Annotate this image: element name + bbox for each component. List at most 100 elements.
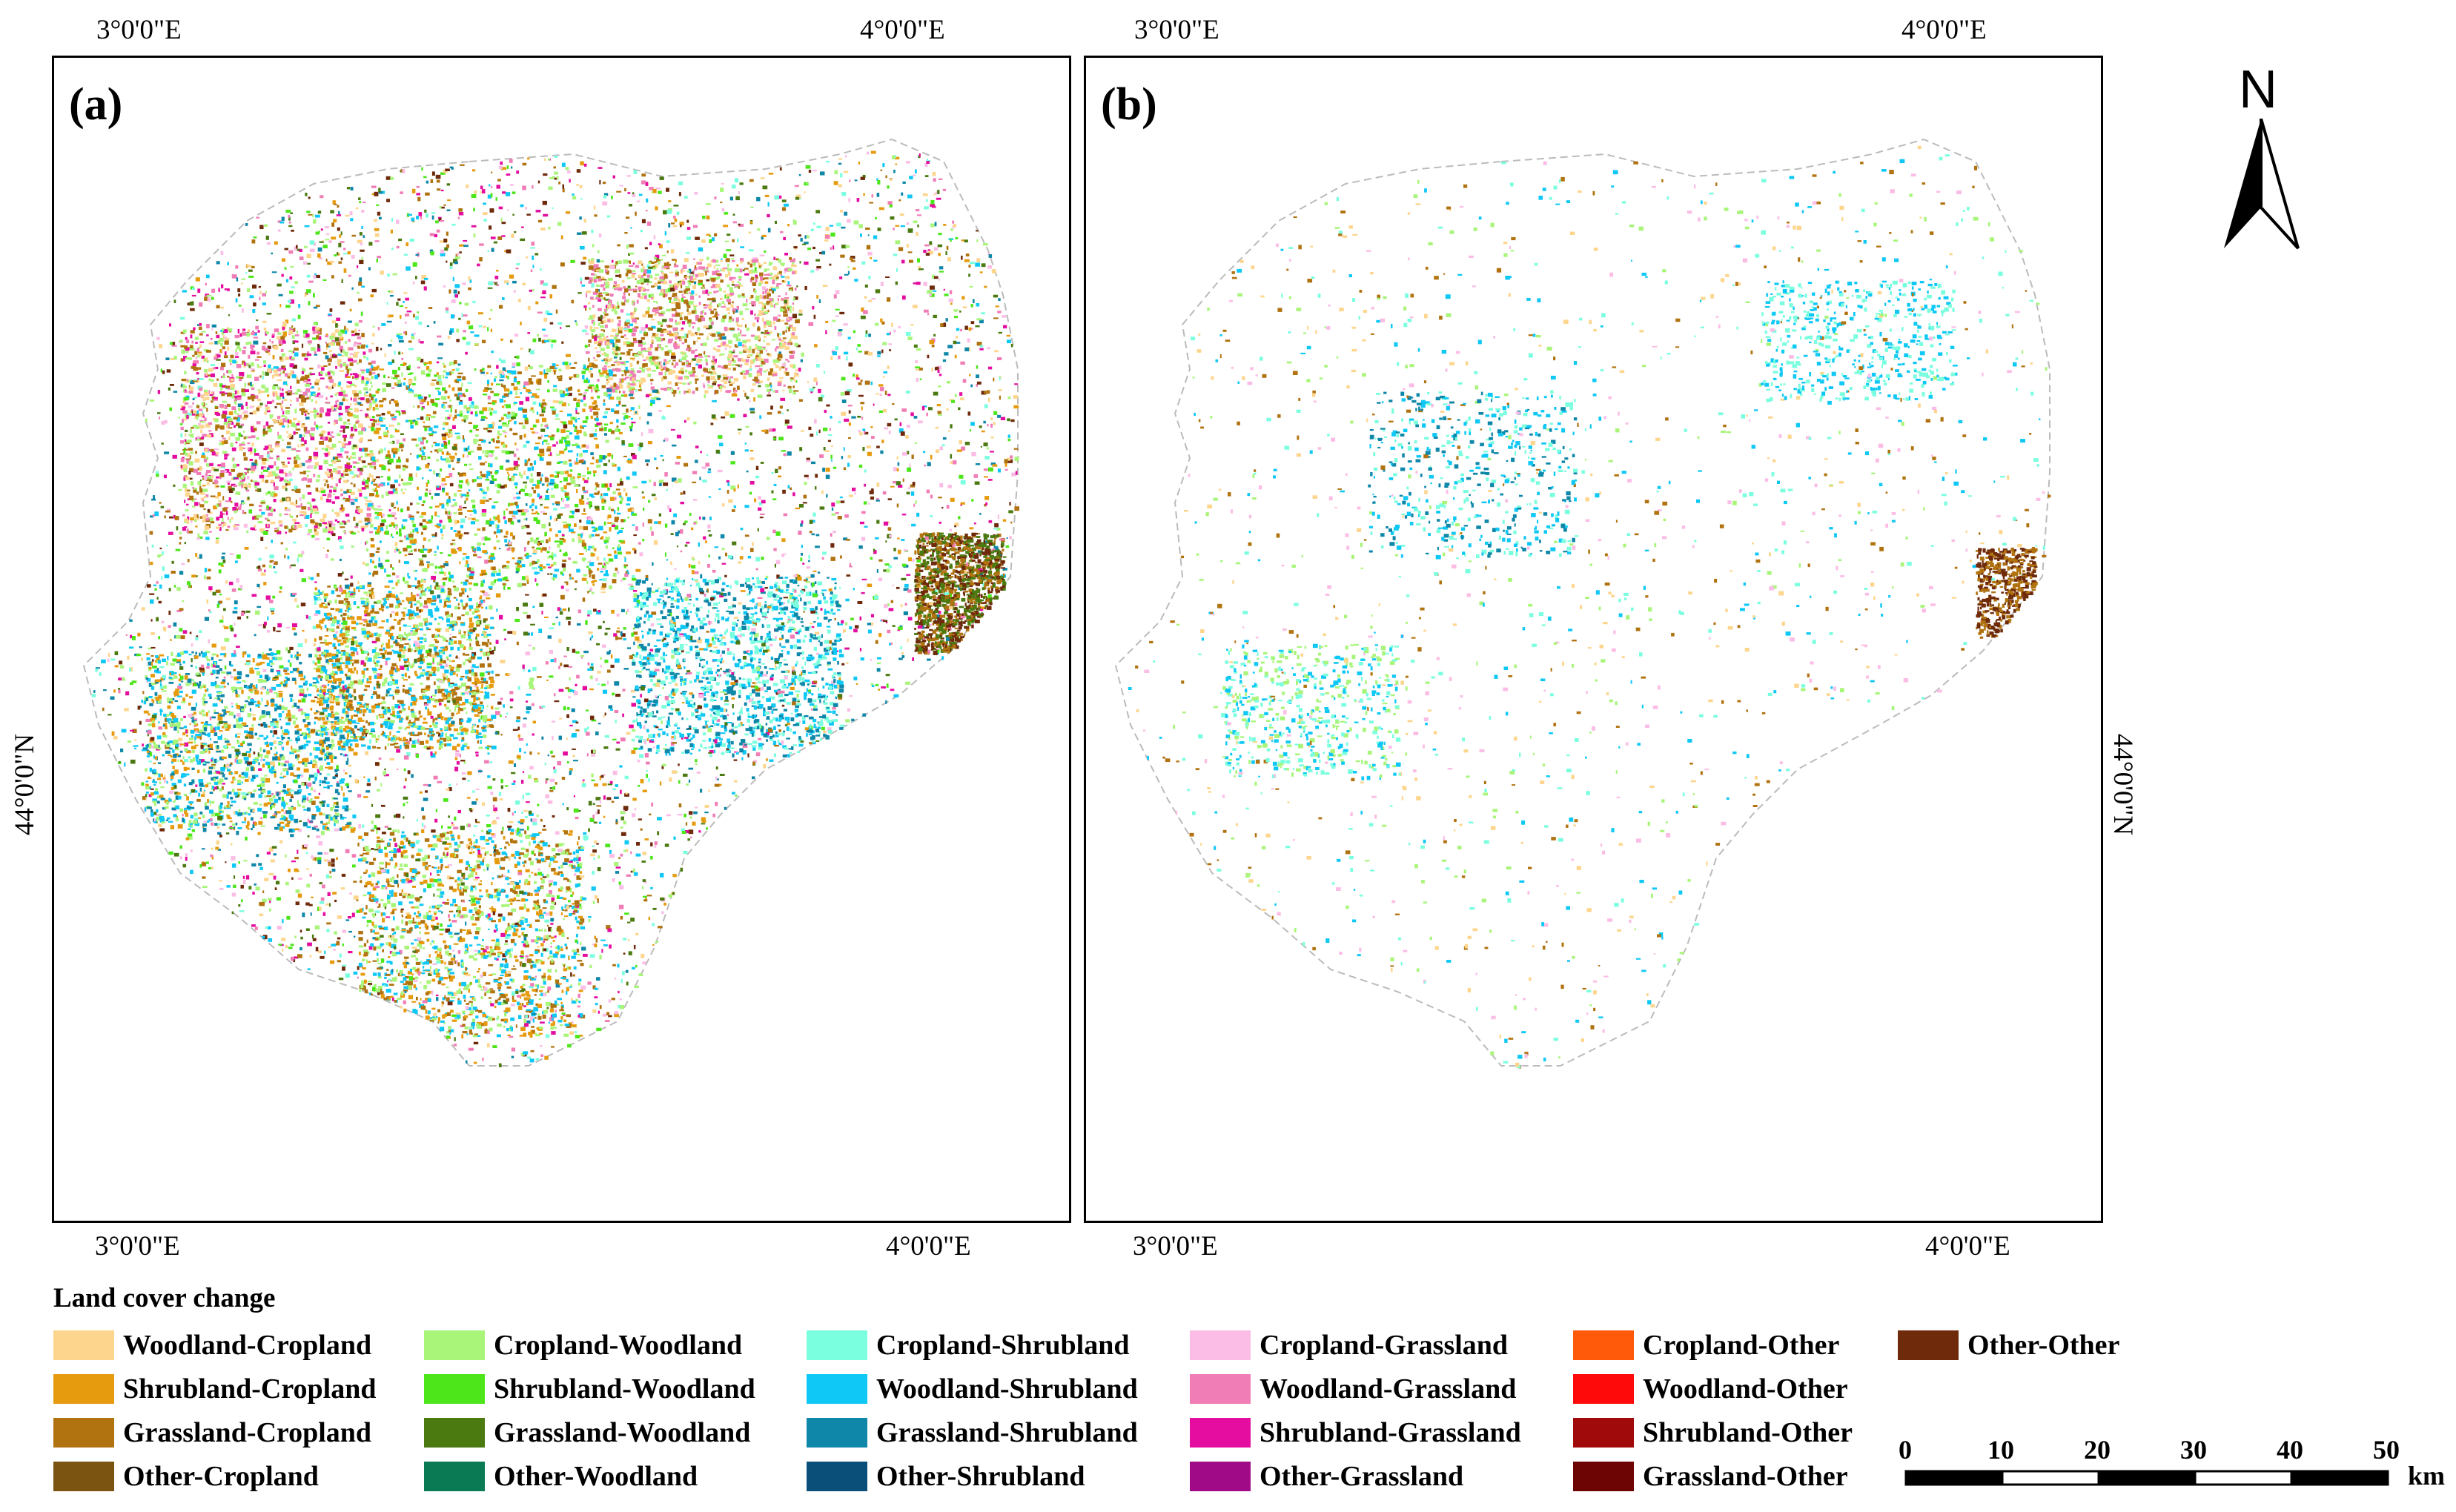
scale-bar-segment	[2290, 1470, 2389, 1486]
north-arrow: N	[2217, 59, 2313, 267]
legend-swatch	[807, 1418, 867, 1448]
legend-item: Cropland-Grassland	[1190, 1329, 1508, 1362]
scale-bar-segment	[1904, 1470, 2004, 1486]
legend-swatch	[1190, 1330, 1251, 1360]
legend-item: Grassland-Shrubland	[807, 1416, 1138, 1449]
legend-swatch	[424, 1374, 485, 1404]
legend-item: Grassland-Other	[1573, 1460, 1848, 1493]
legend-item: Other-Shrubland	[807, 1460, 1085, 1493]
scale-bar-tick-label: 30	[2180, 1435, 2207, 1465]
lon-label-top-b-3: 3°0'0"E	[1134, 15, 1219, 45]
legend-item: Shrubland-Woodland	[424, 1373, 755, 1405]
legend-label: Other-Shrubland	[876, 1461, 1085, 1492]
legend-item: Cropland-Other	[1573, 1329, 1839, 1362]
legend-title: Land cover change	[53, 1283, 276, 1313]
map-panel-a: (a)	[52, 56, 1071, 1223]
region-boundary	[1114, 138, 2050, 1067]
legend-item: Shrubland-Other	[1573, 1416, 1853, 1449]
map-panel-b: (b)	[1084, 56, 2103, 1223]
lon-label-top-b-4: 4°0'0"E	[1901, 15, 1987, 45]
lat-label-right: 44°0'0"N	[2108, 733, 2139, 836]
legend-label: Other-Other	[1967, 1330, 2120, 1361]
legend-label: Shrubland-Cropland	[123, 1373, 377, 1405]
scale-bar-tick-label: 20	[2084, 1435, 2111, 1465]
lon-label-bottom-a-4: 4°0'0"E	[886, 1231, 971, 1261]
legend-item: Woodland-Grassland	[1190, 1373, 1516, 1405]
legend-swatch	[53, 1418, 114, 1448]
legend-item: Cropland-Woodland	[424, 1329, 742, 1362]
north-arrow-label: N	[2239, 60, 2277, 119]
legend-item: Shrubland-Grassland	[1190, 1416, 1521, 1449]
scale-bar	[1904, 1470, 2389, 1486]
legend-label: Shrubland-Grassland	[1260, 1417, 1521, 1448]
legend-label: Other-Grassland	[1260, 1461, 1464, 1492]
land-cover-change-map-a	[82, 138, 1019, 1067]
legend-item: Other-Other	[1898, 1329, 2119, 1362]
legend-item: Shrubland-Cropland	[53, 1373, 376, 1405]
legend-swatch	[1190, 1418, 1251, 1448]
scale-bar-segment	[2194, 1470, 2293, 1486]
legend-swatch	[1573, 1374, 1634, 1404]
legend-label: Woodland-Grassland	[1260, 1373, 1517, 1405]
legend-label: Cropland-Woodland	[494, 1330, 743, 1361]
scale-unit: km	[2408, 1461, 2446, 1491]
scale-bar-tick-label: 0	[1899, 1435, 1912, 1465]
scale-bar-segment	[2097, 1470, 2197, 1486]
legend-item: Other-Woodland	[424, 1460, 698, 1493]
legend-item: Cropland-Shrubland	[807, 1329, 1129, 1362]
legend-swatch	[424, 1418, 485, 1448]
legend-label: Cropland-Other	[1643, 1330, 1840, 1361]
legend-item: Woodland-Other	[1573, 1373, 1848, 1405]
legend-swatch	[1190, 1374, 1251, 1404]
north-arrow-icon	[2224, 119, 2300, 250]
scale-bar-tick-label: 10	[1987, 1435, 2014, 1465]
legend-item: Other-Grassland	[1190, 1460, 1463, 1493]
legend-swatch	[424, 1462, 485, 1491]
lon-label-top-a-3: 3°0'0"E	[96, 15, 182, 45]
legend-swatch	[53, 1330, 114, 1360]
legend-swatch	[53, 1462, 114, 1491]
lon-label-top-a-4: 4°0'0"E	[860, 15, 945, 45]
lon-label-bottom-a-3: 3°0'0"E	[95, 1231, 180, 1261]
legend-item: Grassland-Woodland	[424, 1416, 750, 1449]
legend-item: Woodland-Shrubland	[807, 1373, 1138, 1405]
lon-label-bottom-b-3: 3°0'0"E	[1133, 1231, 1218, 1261]
legend-label: Woodland-Cropland	[123, 1330, 372, 1361]
region-boundary	[82, 138, 1019, 1067]
legend-swatch	[53, 1374, 114, 1404]
legend-swatch	[1573, 1418, 1634, 1448]
change-pixels	[1128, 145, 2051, 1069]
scale-bar-tick-label: 40	[2277, 1435, 2303, 1465]
legend-label: Grassland-Cropland	[123, 1417, 372, 1448]
legend-item: Other-Cropland	[53, 1460, 319, 1493]
legend-swatch	[1898, 1330, 1959, 1360]
legend-swatch	[807, 1462, 867, 1491]
land-cover-change-map-b	[1114, 138, 2051, 1069]
lat-label-left: 44°0'0"N	[10, 733, 41, 836]
legend-item: Woodland-Cropland	[53, 1329, 371, 1362]
scale-bar-segment	[2001, 1470, 2100, 1486]
panel-label-b: (b)	[1101, 79, 1157, 130]
legend-label: Grassland-Woodland	[494, 1417, 751, 1448]
legend-swatch	[807, 1330, 867, 1360]
legend-label: Cropland-Grassland	[1260, 1330, 1509, 1361]
legend-label: Grassland-Other	[1643, 1461, 1848, 1492]
legend-label: Other-Cropland	[123, 1461, 319, 1492]
panel-label-a: (a)	[69, 79, 123, 130]
change-pixels	[91, 150, 1019, 1067]
scale-bar-tick-label: 50	[2373, 1435, 2400, 1465]
lon-label-bottom-b-4: 4°0'0"E	[1925, 1231, 2010, 1261]
legend-swatch	[1190, 1462, 1251, 1491]
legend-swatch	[807, 1374, 867, 1404]
legend-label: Shrubland-Other	[1643, 1417, 1853, 1448]
legend-label: Woodland-Other	[1643, 1373, 1848, 1405]
legend-label: Woodland-Shrubland	[876, 1373, 1138, 1405]
legend-swatch	[1573, 1462, 1634, 1491]
legend-label: Shrubland-Woodland	[494, 1373, 755, 1405]
legend-label: Grassland-Shrubland	[876, 1417, 1138, 1448]
legend-swatch	[424, 1330, 485, 1360]
legend-label: Other-Woodland	[494, 1461, 698, 1492]
legend-item: Grassland-Cropland	[53, 1416, 371, 1449]
legend-label: Cropland-Shrubland	[876, 1330, 1130, 1361]
legend-swatch	[1573, 1330, 1634, 1360]
